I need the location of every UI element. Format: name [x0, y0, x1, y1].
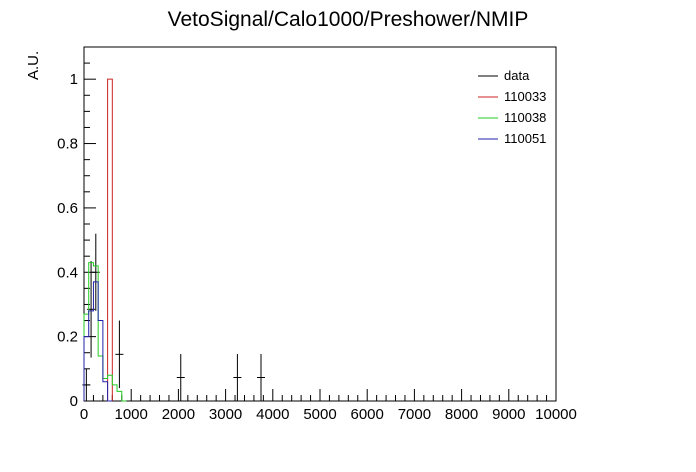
y-axis-label: A.U.	[25, 51, 42, 80]
legend-label: 110038	[504, 110, 546, 125]
series-110038-histogram	[83, 262, 127, 402]
y-tick-label: 0.4	[57, 264, 78, 281]
x-tick-label: 10000	[535, 406, 577, 423]
x-tick-label: 5000	[303, 406, 336, 423]
legend-label: 110033	[504, 89, 546, 104]
x-tick-label: 7000	[398, 406, 431, 423]
series-data-point	[257, 354, 265, 401]
legend-entry-110033: 110033	[478, 89, 546, 104]
x-tick-label: 6000	[351, 406, 384, 423]
legend: data 110033 110038 110051	[478, 68, 546, 146]
x-tick-label: 1000	[115, 406, 148, 423]
y-tick-label: 0	[70, 393, 78, 410]
series-110033-histogram	[107, 78, 113, 401]
series-layer	[82, 78, 265, 402]
y-tick-label: 1	[70, 71, 78, 88]
x-tick-label: 0	[80, 406, 88, 423]
x-tick-label: 4000	[256, 406, 289, 423]
legend-label: data	[504, 68, 530, 83]
chart-title: VetoSignal/Calo1000/Preshower/NMIP	[168, 8, 529, 31]
legend-entry-110051: 110051	[478, 131, 546, 146]
x-tick-label: 9000	[492, 406, 525, 423]
legend-label: 110051	[504, 131, 546, 146]
series-data-point	[176, 354, 185, 401]
y-tick-label: 0.6	[57, 200, 78, 217]
series-110051-histogram	[83, 281, 113, 402]
y-tick-label: 0.2	[57, 329, 78, 346]
x-tick-label: 8000	[445, 406, 478, 423]
y-tick-label: 0.8	[57, 136, 78, 153]
x-tick-label: 2000	[162, 406, 195, 423]
series-data-point	[233, 354, 242, 401]
plot-area-border	[83, 46, 557, 402]
series-data-point	[115, 320, 124, 389]
x-tick-label: 3000	[209, 406, 242, 423]
axis-ticks: 0 1000 2000 3000 4000 5000 6000 7000 8000 9000 100…	[57, 62, 577, 423]
legend-entry-data: data	[478, 68, 530, 83]
plot-frame	[83, 46, 557, 402]
legend-entry-110038: 110038	[478, 110, 546, 125]
